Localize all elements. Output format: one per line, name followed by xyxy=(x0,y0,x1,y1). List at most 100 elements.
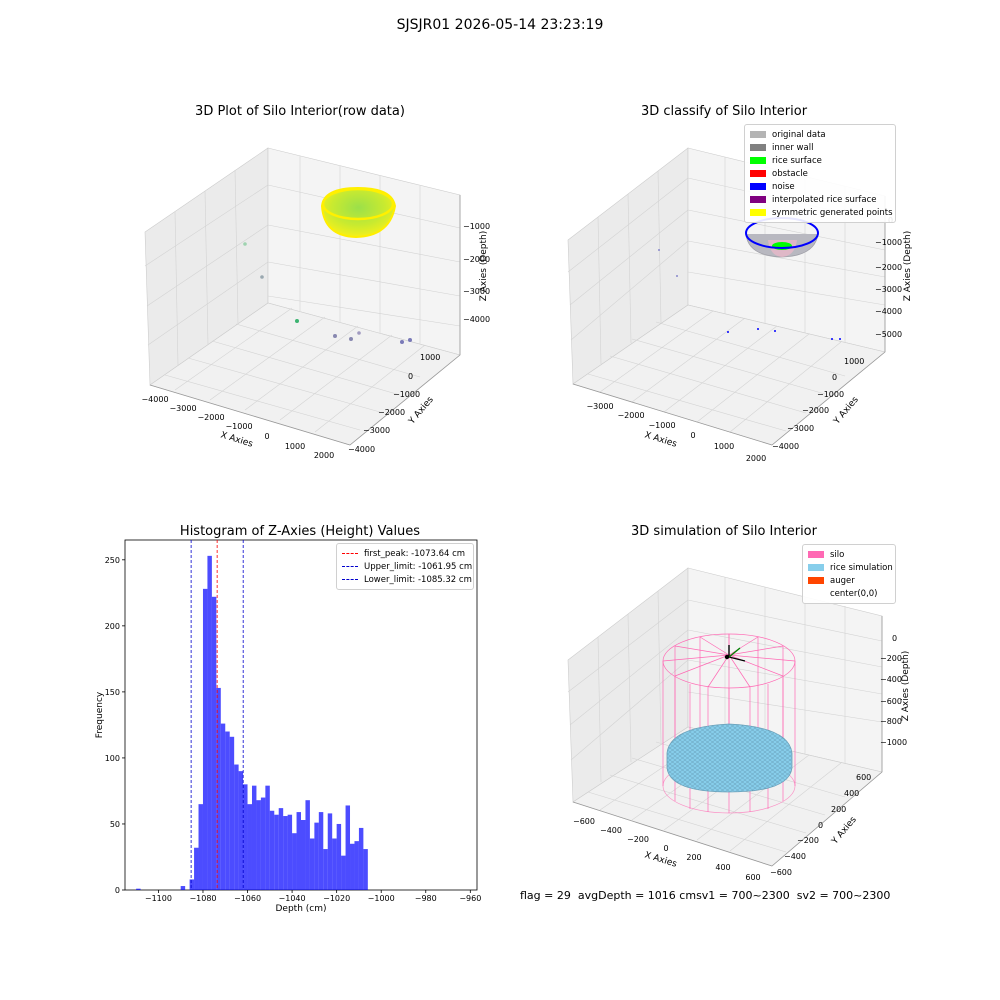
histogram-bar xyxy=(260,797,266,890)
raw-ztick-label: −2000 xyxy=(463,255,490,264)
classify-y-axis-label: Y Axies xyxy=(832,395,861,427)
classify-xtick-label: −3000 xyxy=(586,402,613,411)
simulation-auger xyxy=(724,645,746,662)
simulation-ztick-label: −1000 xyxy=(880,738,907,747)
histogram-bar xyxy=(251,785,257,890)
legend-item-obstacle: obstacle xyxy=(750,167,890,180)
histogram-bar xyxy=(256,800,261,890)
legend-swatch xyxy=(750,209,766,216)
legend-item-auger: auger xyxy=(808,574,890,587)
histogram-bar xyxy=(180,886,186,890)
simulation-ytick-label: 200 xyxy=(831,805,846,814)
legend-label: original data xyxy=(772,129,826,140)
histogram-bar xyxy=(341,855,346,890)
legend-item-original-data: original data xyxy=(750,128,890,141)
raw-point xyxy=(408,338,412,342)
legend-item-center: center(0,0) xyxy=(808,587,890,600)
legend-item-first-peak: first_peak: -1073.64 cm xyxy=(342,547,468,560)
histogram-xticks: −1100 −1080 −1060 −1040 −1020 −1000 −980 −960 xyxy=(145,890,481,903)
classify-ztick-label: −4000 xyxy=(875,307,902,316)
raw-x-axis-line xyxy=(149,384,351,446)
classify-point xyxy=(727,331,729,333)
classify-legend: original data inner wall rice surface ob… xyxy=(744,124,896,223)
simulation-ztick-label: −600 xyxy=(880,697,902,706)
histogram-xtick-label: −1080 xyxy=(189,894,216,903)
histogram-bar xyxy=(332,838,337,890)
histogram-bar xyxy=(287,814,293,890)
histogram-ytick-label: 200 xyxy=(105,622,120,631)
histogram-bar xyxy=(225,731,230,890)
raw-ztick-label: −1000 xyxy=(463,222,490,231)
raw-ytick-label: −4000 xyxy=(348,445,375,454)
histogram-bar xyxy=(350,843,355,890)
classify-ytick-label: −3000 xyxy=(787,424,814,433)
histogram-legend: first_peak: -1073.64 cm Upper_limit: -10… xyxy=(336,543,474,590)
histogram-bars xyxy=(136,555,368,890)
histogram-bar xyxy=(301,820,306,890)
legend-label: center(0,0) xyxy=(830,588,878,599)
classify-x-axis-label: X Axies xyxy=(643,430,678,449)
raw-xtick-label: 1000 xyxy=(285,442,305,451)
raw-3d-axes: −4000 −3000 −2000 −1000 0 1000 2000 X Ax… xyxy=(141,147,490,460)
legend-item-noise: noise xyxy=(750,180,890,193)
raw-xtick-label: −2000 xyxy=(197,413,224,422)
classify-point xyxy=(658,249,660,251)
legend-item-inner-wall: inner wall xyxy=(750,141,890,154)
legend-label: Upper_limit: -1061.95 cm xyxy=(364,561,473,572)
histogram-bar xyxy=(220,723,226,890)
legend-item-interpolated-rice-surface: interpolated rice surface xyxy=(750,193,890,206)
simulation-y-axis-label: Y Axies xyxy=(830,815,859,847)
histogram-bar xyxy=(247,804,252,890)
raw-ytick-label: −2000 xyxy=(378,408,405,417)
legend-item-rice-surface: rice surface xyxy=(750,154,890,167)
simulation-xtick-label: 0 xyxy=(663,844,668,853)
simulation-xtick-label: 400 xyxy=(715,863,730,872)
legend-line-swatch xyxy=(342,566,358,567)
simulation-xtick-label: −600 xyxy=(573,817,595,826)
legend-swatch xyxy=(808,590,824,597)
histogram-bar xyxy=(216,687,221,890)
legend-line-swatch xyxy=(342,579,358,580)
legend-swatch xyxy=(750,131,766,138)
histogram-bar xyxy=(211,596,217,890)
histogram-bar xyxy=(194,847,199,890)
legend-swatch xyxy=(808,577,824,584)
simulation-xtick-label: −200 xyxy=(627,835,649,844)
classify-xtick-label: −2000 xyxy=(617,411,644,420)
histogram-yticks: 0 50 100 150 200 250 xyxy=(105,556,125,895)
legend-item-upper-limit: Upper_limit: -1061.95 cm xyxy=(342,560,472,573)
classify-ytick-label: 0 xyxy=(832,373,837,382)
simulation-legend: silo rice simulation auger center(0,0) xyxy=(802,544,896,604)
histogram-x-label: Depth (cm) xyxy=(275,904,326,914)
histogram-bar xyxy=(354,841,359,890)
legend-swatch xyxy=(808,551,824,558)
histogram-bar xyxy=(309,838,315,890)
classify-point xyxy=(839,338,841,340)
histogram-bar xyxy=(189,879,195,890)
histogram-axes: −1100 −1080 −1060 −1040 −1020 −1000 −980 −960 0… xyxy=(95,539,481,914)
classify-z-axis-label: Z Axies (Depth) xyxy=(903,231,913,302)
raw-point xyxy=(243,242,247,246)
histogram-ytick-label: 250 xyxy=(105,556,120,565)
legend-item-rice-simulation: rice simulation xyxy=(808,561,893,574)
legend-swatch xyxy=(808,564,824,571)
simulation-ztick-label: −400 xyxy=(880,675,902,684)
histogram-bar xyxy=(296,812,301,890)
raw-ytick-label: 0 xyxy=(408,372,413,381)
simulation-ztick-label: 0 xyxy=(892,634,897,643)
histogram-bar xyxy=(198,804,203,890)
raw-ztick-label: −4000 xyxy=(463,315,490,324)
legend-label: rice simulation xyxy=(830,562,893,573)
raw-xtick-label: −3000 xyxy=(169,404,196,413)
classify-ztick-label: −2000 xyxy=(875,263,902,272)
histogram-xtick-label: −1020 xyxy=(323,894,350,903)
classify-xtick-label: 0 xyxy=(690,431,695,440)
classify-ytick-label: −4000 xyxy=(772,442,799,451)
classify-plot-title: 3D classify of Silo Interior xyxy=(640,104,808,119)
classify-ytick-label: 1000 xyxy=(844,357,864,366)
raw-gridlines xyxy=(144,156,461,433)
simulation-ytick-label: 0 xyxy=(818,821,823,830)
simulation-ytick-label: 400 xyxy=(844,789,859,798)
histogram-bar xyxy=(363,849,368,890)
histogram-bar xyxy=(274,814,279,890)
